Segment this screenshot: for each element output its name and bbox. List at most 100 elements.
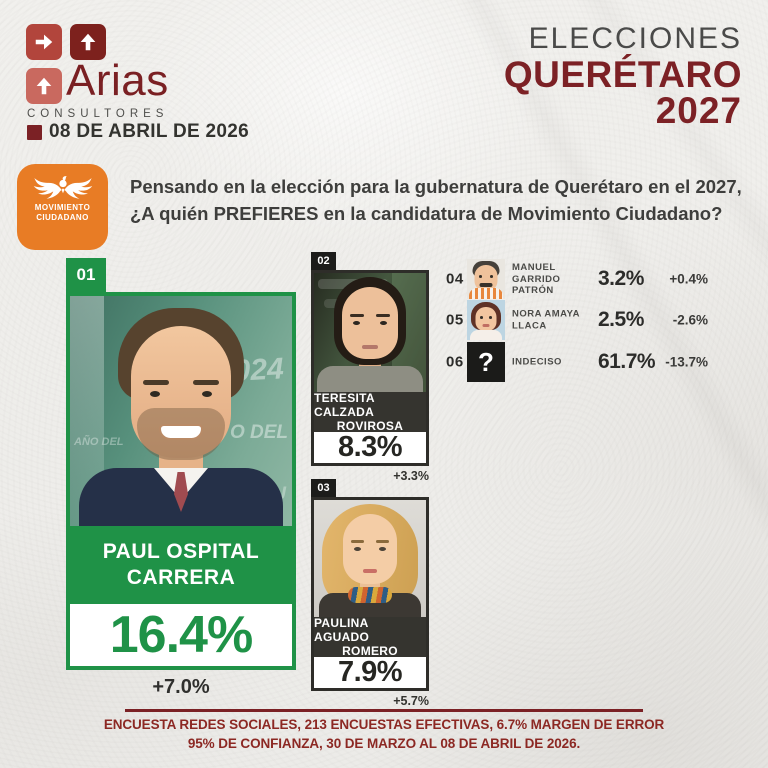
avatar-shirt xyxy=(469,288,503,299)
photo-bg-text: AÑO DEL xyxy=(74,436,124,448)
rank-badge-03: 03 xyxy=(311,479,336,497)
footer-divider xyxy=(125,709,643,712)
avatar-brow xyxy=(350,314,364,317)
arrow-right-icon xyxy=(35,34,53,50)
arias-logo xyxy=(26,24,132,104)
poll-question: Pensando en la elección para la gubernat… xyxy=(130,173,750,227)
avatar-smile xyxy=(159,424,203,440)
avatar-eye xyxy=(354,547,361,551)
candidate-change-03: +5.7% xyxy=(393,694,429,708)
candidate-change-02: +3.3% xyxy=(393,469,429,483)
row-name-line1: INDECISO xyxy=(512,356,562,368)
row-value: 2.5% xyxy=(598,308,644,331)
avatar-mouth xyxy=(362,345,378,349)
candidate-value-03: 7.9% xyxy=(314,656,426,688)
arrow-up-icon xyxy=(80,33,96,51)
rank-badge-01: 01 xyxy=(66,258,106,292)
candidate-row-04: 04 MANUEL GARRIDO PATRÓN 3.2% +0.4% xyxy=(446,258,708,300)
footer-methodology-line1: ENCUESTA REDES SOCIALES, 213 ENCUESTAS E… xyxy=(103,717,665,732)
avatar-eye xyxy=(489,316,492,319)
candidate-name-line1: PAUL OSPITAL xyxy=(102,540,260,563)
avatar-brow xyxy=(376,540,389,543)
candidate-card-03: PAULINA AGUADO ROMERO 7.9% xyxy=(311,497,429,691)
candidate-name-band-02: TERESITA CALZADA ROVIROSA xyxy=(314,391,426,433)
rank-badge-02: 02 xyxy=(311,252,336,270)
question-line1: Pensando en la elección para la gubernat… xyxy=(130,176,742,197)
row-rank: 04 xyxy=(446,270,464,288)
logo-square-red xyxy=(26,24,62,60)
candidate-change-01: +7.0% xyxy=(152,676,210,698)
brand-name: Arias xyxy=(66,56,169,105)
candidate-row-05: 05 NORA AMAYA LLACA 2.5% -2.6% xyxy=(446,299,708,341)
avatar-face xyxy=(475,307,497,331)
candidate-photo-04 xyxy=(467,259,505,299)
mc-eagle-icon xyxy=(33,176,92,199)
avatar-eye xyxy=(490,275,493,278)
candidate-name-line1: PAULINA AGUADO xyxy=(314,616,370,644)
row-name: INDECISO xyxy=(512,356,598,368)
avatar-brow xyxy=(143,380,169,385)
photo-bg-text: O DEL xyxy=(229,422,288,443)
logo-square-rose xyxy=(26,68,62,104)
candidate-name-band-03: PAULINA AGUADO ROMERO xyxy=(314,616,426,658)
candidate-value-02: 8.3% xyxy=(314,431,426,463)
footer-methodology-line2: 95% DE CONFIANZA, 30 DE MARZO AL 08 DE A… xyxy=(187,736,581,751)
candidate-name-line2: ROMERO xyxy=(342,644,398,658)
avatar-eye xyxy=(480,316,483,319)
candidate-photo-02 xyxy=(314,273,426,392)
arrow-up-icon xyxy=(36,77,52,95)
row-name: MANUEL GARRIDO PATRÓN xyxy=(512,262,598,297)
avatar-eye xyxy=(353,321,360,325)
avatar-eye xyxy=(202,391,212,397)
candidate-value-01: 16.4% xyxy=(70,604,292,666)
candidate-photo-01: 2024 O DEL DE QU AÑO DEL xyxy=(70,296,292,526)
candidate-photo-05 xyxy=(467,300,505,340)
avatar-face xyxy=(343,514,397,584)
row-value: 3.2% xyxy=(598,267,644,290)
avatar-eye xyxy=(150,391,160,397)
row-name: NORA AMAYA LLACA xyxy=(512,309,598,332)
row-change: -13.7% xyxy=(665,354,708,370)
avatar-mustache xyxy=(479,283,493,287)
avatar-top xyxy=(470,330,502,340)
avatar-mouth xyxy=(482,324,490,327)
candidate-card-01: 2024 O DEL DE QU AÑO DEL PAUL OSPITAL CA… xyxy=(66,292,296,670)
row-name-line2: PATRÓN xyxy=(512,284,554,296)
undecided-row-06: 06 ? INDECISO 61.7% -13.7% xyxy=(446,341,708,383)
candidate-card-02: TERESITA CALZADA ROVIROSA 8.3% xyxy=(311,270,429,466)
page-title: ELECCIONES QUERÉTARO 2027 xyxy=(503,22,742,131)
title-line-queretaro: QUERÉTARO xyxy=(503,54,742,95)
row-name-line1: NORA AMAYA LLACA xyxy=(512,308,580,332)
avatar-eye xyxy=(380,321,387,325)
question-line2: ¿A quién PREFIERES en la candidatura de … xyxy=(130,203,723,224)
title-line-2027: 2027 xyxy=(655,90,742,131)
avatar-tie xyxy=(174,472,188,512)
candidate-name-line2: CARRERA xyxy=(126,566,236,589)
avatar-top xyxy=(317,366,423,392)
avatar-brow xyxy=(376,314,390,317)
row-rank: 06 xyxy=(446,353,464,371)
row-value: 61.7% xyxy=(598,350,656,373)
candidate-name-line2: ROVIROSA xyxy=(336,419,404,433)
title-line-elecciones: ELECCIONES xyxy=(528,22,742,55)
avatar-eye xyxy=(379,547,386,551)
candidate-photo-03 xyxy=(314,500,426,617)
avatar-mouth xyxy=(363,569,377,573)
question-mark-icon: ? xyxy=(478,346,494,377)
avatar-brow xyxy=(193,380,219,385)
brand-subtitle: CONSULTORES xyxy=(27,108,169,120)
party-name-line2: CIUDADANO xyxy=(36,212,89,222)
movimiento-ciudadano-badge: MOVIMIENTO CIUDADANO xyxy=(17,164,108,250)
date-row: 08 DE ABRIL DE 2026 xyxy=(27,121,249,143)
candidate-name-band-01: PAUL OSPITAL CARRERA xyxy=(70,526,292,604)
logo-square-maroon xyxy=(70,24,106,60)
avatar-eye xyxy=(479,275,482,278)
candidate-name-line1: TERESITA CALZADA xyxy=(314,391,375,419)
avatar-scarf xyxy=(348,587,392,603)
avatar-brow xyxy=(351,540,364,543)
undecided-tile: ? xyxy=(467,342,505,382)
row-change: +0.4% xyxy=(669,271,708,287)
date-text: 08 DE ABRIL DE 2026 xyxy=(49,121,250,142)
row-name-line1: MANUEL GARRIDO xyxy=(512,261,561,285)
